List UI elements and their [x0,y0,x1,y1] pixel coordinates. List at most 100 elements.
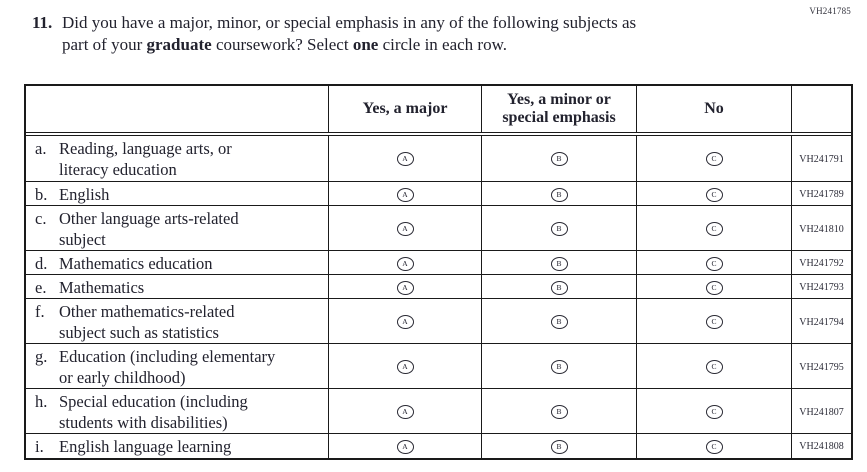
question-bold-graduate: graduate [146,35,212,54]
option-bubble-c[interactable]: C [705,187,723,202]
row-label-d: d. Mathematics education [26,251,328,276]
row-text-line1: Education (including elementary [59,347,276,366]
row-label-f: f. Other mathematics-related subject suc… [26,299,328,345]
question-block: 11. Did you have a major, minor, or spec… [0,0,867,56]
option-bubble-c[interactable]: C [705,222,723,236]
option-bubble-b[interactable]: B [550,280,568,295]
header-no-cell: No [636,86,791,132]
option-bubble-c[interactable]: C [705,360,723,374]
row-letter: f. [35,302,45,321]
yes-major-option-cell: A [328,182,481,207]
option-bubble-a[interactable]: A [396,315,414,329]
option-bubble-a[interactable]: A [396,405,414,419]
table-row: c. Other language arts-related subject A… [26,205,851,252]
question-bold-one: one [352,35,379,54]
option-bubble-b[interactable]: B [550,256,568,271]
option-bubble-c[interactable]: C [705,405,723,419]
row-letter: a. [35,139,47,158]
header-no-label: No [704,100,724,117]
option-bubble-c[interactable]: C [705,280,723,295]
yes-major-option-cell: A [328,275,481,300]
yes-minor-option-cell: B [481,299,636,345]
page-accession-code: VH241785 [809,6,851,16]
option-bubble-b[interactable]: B [550,152,568,166]
option-bubble-a[interactable]: A [396,187,414,202]
header-yes-minor-line1: Yes, a minor or [507,91,611,108]
row-label-a: a. Reading, language arts, or literacy e… [26,136,328,182]
option-bubble-c[interactable]: C [705,315,723,329]
option-bubble-b[interactable]: B [550,439,568,454]
yes-major-option-cell: A [328,344,481,390]
row-text-line2: literacy education [59,160,177,179]
row-label-b: b. English [26,182,328,207]
row-text: English [59,184,109,205]
row-text-line1: Reading, language arts, or [59,139,232,158]
row-text-line1: Mathematics [59,278,145,297]
no-option-cell: C [636,344,791,390]
no-option-cell: C [636,389,791,435]
question-line2-pre: part of your [62,35,147,54]
no-option-cell: C [636,434,791,459]
row-label-g: g. Education (including elementary or ea… [26,344,328,390]
option-bubble-b[interactable]: B [550,360,568,374]
table-row: h. Special education (including students… [26,388,851,435]
row-letter: c. [35,209,47,228]
header-yes-minor-label: Yes, a minor or special emphasis [502,91,615,127]
option-bubble-b[interactable]: B [550,405,568,419]
row-code: VH241789 [791,182,851,207]
header-yes-major-cell: Yes, a major [328,86,481,132]
row-letter: g. [35,347,48,366]
question-number: 11. [32,13,53,32]
row-code: VH241792 [791,251,851,276]
yes-minor-option-cell: B [481,182,636,207]
header-code-cell [791,86,851,132]
row-code: VH241795 [791,344,851,390]
row-text: Education (including elementary or early… [59,346,275,388]
yes-major-option-cell: A [328,299,481,345]
header-yes-minor-cell: Yes, a minor or special emphasis [481,86,636,132]
no-option-cell: C [636,182,791,207]
option-bubble-a[interactable]: A [396,280,414,295]
yes-major-option-cell: A [328,206,481,252]
row-text-line1: English language learning [59,437,232,456]
option-bubble-b[interactable]: B [550,315,568,329]
option-bubble-b[interactable]: B [550,222,568,236]
option-bubble-b[interactable]: B [550,187,568,202]
row-letter: b. [35,185,48,204]
option-bubble-c[interactable]: C [705,256,723,271]
option-bubble-a[interactable]: A [396,222,414,236]
yes-minor-option-cell: B [481,389,636,435]
row-text: Other language arts-related subject [59,208,239,250]
row-text-line1: Other language arts-related [59,209,239,228]
question-line2-mid: coursework? Select [211,35,353,54]
option-bubble-c[interactable]: C [705,152,723,166]
row-label-i: i. English language learning [26,434,328,459]
table-row: d. Mathematics education A B C VH241792 [26,250,851,276]
row-text-line1: Other mathematics-related [59,302,235,321]
no-option-cell: C [636,299,791,345]
row-label-h: h. Special education (including students… [26,389,328,435]
yes-major-option-cell: A [328,434,481,459]
row-text-line1: Special education (including [59,392,248,411]
question-line2-post: circle in each row. [378,35,508,54]
row-text: Mathematics [59,277,144,298]
row-code: VH241810 [791,206,851,252]
option-bubble-a[interactable]: A [396,256,414,271]
question-text: Did you have a major, minor, or special … [62,12,636,56]
row-text: Reading, language arts, or literacy educ… [59,138,232,180]
option-bubble-a[interactable]: A [396,360,414,374]
table-row: e. Mathematics A B C VH241793 [26,274,851,300]
option-bubble-a[interactable]: A [396,439,414,454]
row-text: English language learning [59,436,231,457]
option-bubble-c[interactable]: C [705,439,723,454]
question-line1: Did you have a major, minor, or special … [62,13,637,32]
row-text-line2: subject [59,230,106,249]
table-header-row: Yes, a major Yes, a minor or special emp… [26,86,851,136]
option-bubble-a[interactable]: A [396,152,414,166]
header-yes-major-label: Yes, a major [362,100,448,117]
row-code: VH241793 [791,275,851,300]
row-text: Mathematics education [59,253,213,274]
row-code: VH241808 [791,434,851,459]
table-row: g. Education (including elementary or ea… [26,343,851,390]
